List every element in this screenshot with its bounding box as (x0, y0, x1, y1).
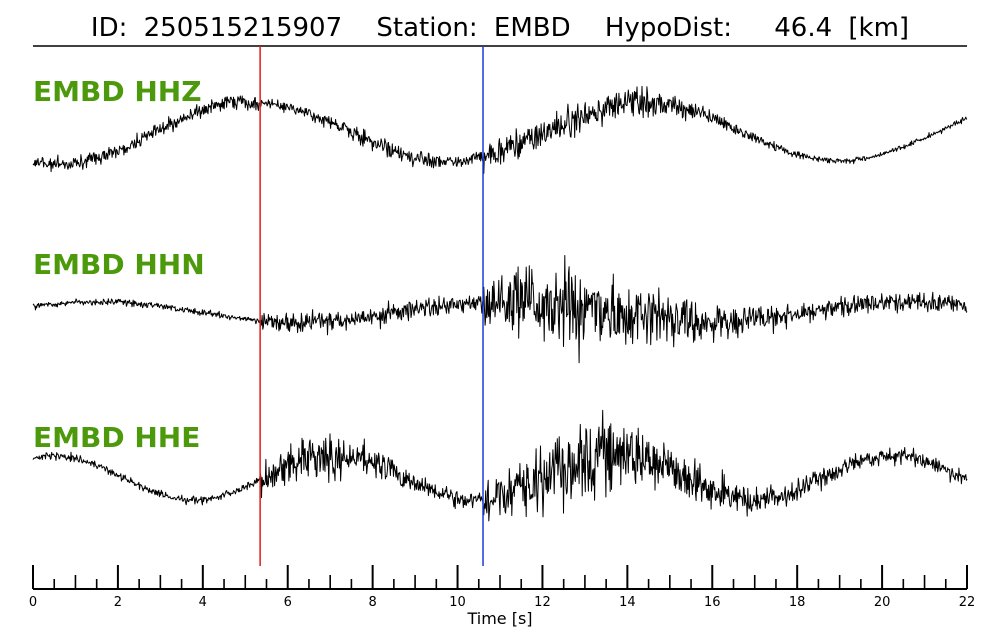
event-id-value: 250515215907 (144, 13, 343, 43)
station-value: EMBD (494, 13, 571, 43)
hypodist-value: 46.4 (774, 13, 832, 43)
event-id-label: ID: (91, 13, 127, 43)
channel-label-hhz: EMBD HHZ (33, 75, 202, 108)
x-tick-label: 14 (619, 595, 636, 610)
trace-hhz (32, 85, 968, 174)
x-tick-label: 18 (789, 595, 806, 610)
x-tick-label: 4 (199, 595, 207, 610)
x-tick-label: 2 (114, 595, 122, 610)
channel-label-hhn: EMBD HHN (33, 248, 205, 281)
time-axis: 0 2 4 6 8 10 12 14 16 18 20 22 Time [s] (29, 565, 975, 628)
time-axis-label: Time [s] (466, 609, 532, 628)
trace-hhe (32, 409, 968, 522)
station-label: Station: (376, 13, 477, 43)
x-tick-label: 0 (29, 595, 37, 610)
trace-hhn (32, 255, 968, 364)
channel-label-hhe: EMBD HHE (33, 421, 200, 454)
figure-title: ID: 250515215907 Station: EMBD HypoDist:… (91, 13, 909, 43)
hypodist-unit: [km] (848, 13, 909, 43)
x-tick-label: 16 (704, 595, 721, 610)
x-tick-label: 6 (284, 595, 292, 610)
x-tick-label: 20 (874, 595, 891, 610)
x-tick-label: 12 (534, 595, 551, 610)
hypodist-label: HypoDist: (605, 13, 732, 43)
x-tick-label: 8 (368, 595, 376, 610)
x-tick-label: 10 (449, 595, 466, 610)
x-tick-label: 22 (959, 595, 976, 610)
